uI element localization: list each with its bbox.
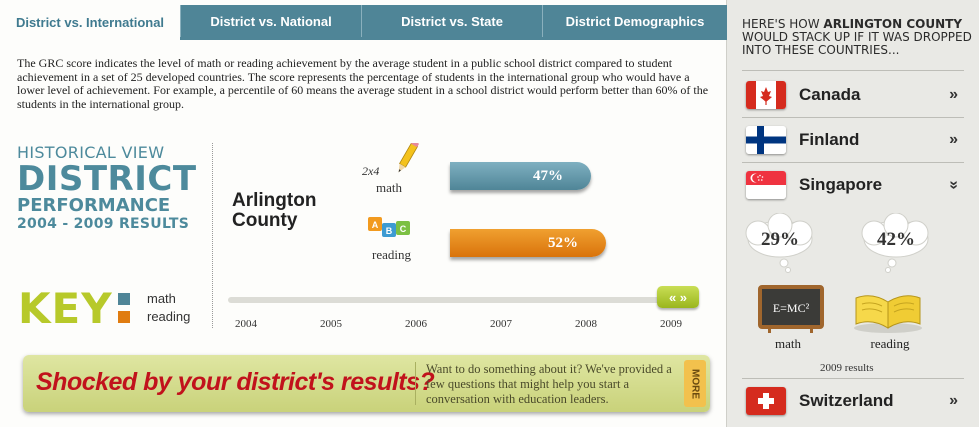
singapore-math-value: 29% (761, 229, 799, 250)
historical-line1: HISTORICAL VIEW (17, 143, 165, 162)
year-2008[interactable]: 2008 (575, 318, 597, 330)
country-switzerland[interactable]: Switzerland » (742, 379, 964, 423)
reading-score-bar: 52% (450, 229, 606, 257)
reading-score-value: 52% (548, 234, 578, 251)
math-label: math (376, 180, 402, 195)
country-name-switzerland: Switzerland (799, 391, 894, 410)
tab-district-demographics[interactable]: District Demographics (542, 5, 727, 37)
tab-district-vs-national[interactable]: District vs. National (180, 5, 361, 37)
sidebar-divider (742, 117, 964, 118)
open-book-icon (852, 290, 924, 334)
sidebar-heading-pre: HERE'S HOW (742, 17, 824, 31)
country-singapore[interactable]: Singapore » (742, 163, 964, 207)
timeline-scrub-handle[interactable]: « » (657, 286, 699, 308)
singapore-flag-icon (746, 171, 786, 199)
tab-district-vs-state[interactable]: District vs. State (361, 5, 542, 37)
finland-flag-icon (746, 126, 786, 154)
country-name-canada: Canada (799, 85, 861, 104)
promo-separator (415, 362, 416, 405)
year-timeline-track[interactable] (228, 297, 680, 303)
year-2004[interactable]: 2004 (235, 318, 257, 330)
abc-blocks-icon: A B C (366, 215, 418, 243)
country-name-finland: Finland (799, 130, 860, 149)
country-sidebar: HERE'S HOW ARLINGTON COUNTY WOULD STACK … (728, 0, 979, 427)
district-name-line2: County (232, 210, 298, 231)
key-reading-label: reading (147, 309, 191, 324)
key-reading-swatch (118, 310, 130, 323)
main-panel: District vs. International District vs. … (0, 0, 727, 427)
switzerland-flag-icon (746, 387, 786, 415)
sidebar-divider (742, 162, 964, 163)
key-math-swatch (118, 292, 130, 305)
country-name-singapore: Singapore (799, 175, 883, 194)
tab-bar: District vs. International District vs. … (0, 5, 727, 37)
year-2005[interactable]: 2005 (320, 318, 342, 330)
singapore-year-note: 2009 results (820, 362, 874, 374)
chevron-right-icon: » (949, 86, 958, 103)
block-b-letter: B (386, 226, 393, 236)
canada-flag-icon (746, 81, 786, 109)
country-finland[interactable]: Finland » (742, 118, 964, 162)
chalkboard-icon: E=MC² (758, 285, 828, 335)
sidebar-heading-district: ARLINGTON COUNTY (823, 17, 963, 31)
key-math-label: math (147, 291, 176, 306)
singapore-reading-value: 42% (877, 229, 915, 250)
historical-view-title: HISTORICAL VIEW DISTRICT PERFORMANCE 200… (17, 143, 207, 232)
historical-line2: DISTRICT (17, 159, 197, 199)
key-reading: reading (118, 309, 190, 324)
tab-underline (180, 37, 727, 40)
reading-thought-bubble (856, 212, 929, 273)
promo-text: Want to do something about it? We've pro… (426, 362, 672, 406)
more-button[interactable]: MORE (684, 360, 706, 407)
sidebar-heading-post: WOULD STACK UP IF IT WAS DROPPED INTO TH… (742, 30, 972, 57)
reading-label: reading (372, 247, 411, 262)
chalkboard-formula: E=MC² (773, 301, 810, 315)
singapore-math-label: math (775, 336, 801, 351)
key-math: math (118, 291, 176, 306)
math-icon-text: 2x4 (362, 164, 379, 178)
chevron-right-icon: » (949, 392, 958, 409)
singapore-reading-label: reading (870, 336, 910, 351)
chevron-down-icon: » (945, 180, 963, 190)
key-title: KEY (18, 284, 113, 333)
year-2009[interactable]: 2009 (660, 318, 682, 330)
math-score-bar: 47% (450, 162, 591, 190)
promo-banner[interactable]: Shocked by your district's results? Want… (23, 355, 710, 412)
historical-line3: PERFORMANCE (17, 195, 171, 216)
math-score-value: 47% (533, 167, 563, 184)
pencil-icon: 2x4 (360, 140, 420, 181)
sidebar-heading: HERE'S HOW ARLINGTON COUNTY WOULD STACK … (742, 18, 972, 57)
tab-district-vs-international[interactable]: District vs. International (0, 5, 180, 37)
historical-line4: 2004 - 2009 RESULTS (17, 216, 190, 232)
country-canada[interactable]: Canada » (742, 73, 964, 117)
chevron-right-icon: » (949, 131, 958, 148)
divider (212, 143, 213, 328)
block-c-letter: C (400, 224, 407, 234)
promo-heading: Shocked by your district's results? (36, 368, 435, 396)
year-2006[interactable]: 2006 (405, 318, 427, 330)
district-name-line1: Arlington (232, 190, 317, 211)
sidebar-divider (742, 70, 964, 71)
math-thought-bubble (740, 212, 813, 273)
block-a-letter: A (372, 220, 379, 230)
year-2007[interactable]: 2007 (490, 318, 512, 330)
intro-text: The GRC score indicates the level of mat… (17, 56, 709, 111)
sidebar-divider (742, 378, 964, 379)
district-name: Arlington County (232, 191, 316, 231)
